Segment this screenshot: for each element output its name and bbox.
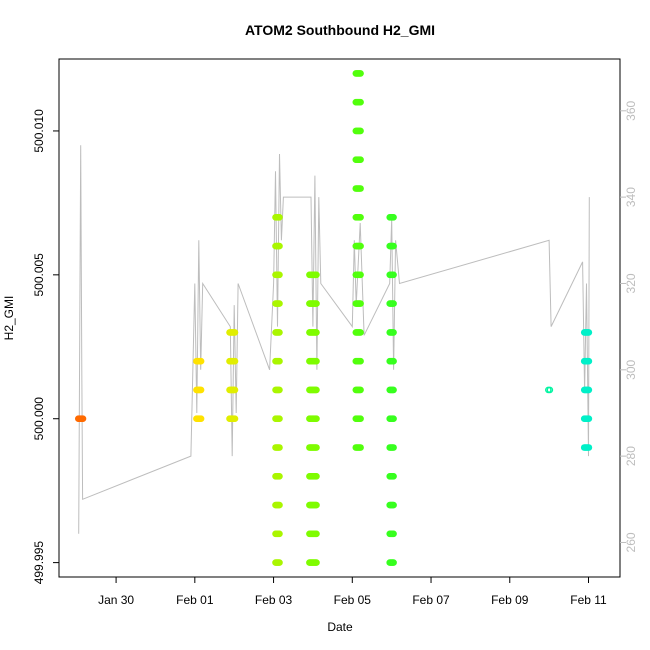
y-tick-label: 500.010 — [32, 109, 46, 153]
data-point — [390, 357, 397, 365]
data-point — [390, 530, 397, 538]
data-point — [390, 559, 397, 566]
x-axis: Jan 30 Feb 01 Feb 03 Feb 05 Feb 07 Feb 09 Feb … — [98, 577, 607, 607]
y-tick-label: 499.995 — [32, 541, 46, 585]
x-tick-label: Jan 30 — [98, 593, 134, 607]
data-point — [313, 472, 320, 480]
data-point — [357, 300, 364, 307]
y-axis-label: H2_GMI — [2, 296, 16, 341]
data-point — [546, 386, 554, 394]
trace-line — [78, 145, 590, 534]
data-point — [390, 300, 397, 307]
data-point — [231, 329, 239, 336]
points-layer — [75, 70, 593, 566]
y-tick-label: 500.005 — [32, 253, 46, 297]
x-tick-label: Feb 09 — [491, 593, 529, 607]
data-point — [357, 415, 364, 423]
y2-tick-label: 260 — [624, 532, 638, 552]
data-point — [276, 386, 283, 394]
data-point — [313, 501, 320, 509]
data-point — [79, 415, 87, 423]
data-point — [276, 213, 283, 221]
data-point — [231, 386, 239, 394]
y2-tick-label: 360 — [624, 100, 638, 120]
data-point — [197, 386, 205, 394]
data-point — [357, 213, 364, 221]
data-point — [357, 70, 364, 77]
y2-tick-label: 340 — [624, 187, 638, 207]
data-point — [357, 271, 364, 279]
data-point — [276, 242, 283, 250]
data-point — [357, 98, 364, 106]
data-point — [276, 300, 283, 307]
data-point — [585, 329, 593, 336]
data-point — [276, 271, 283, 279]
data-point — [357, 444, 364, 451]
data-point — [231, 415, 239, 423]
data-point — [585, 415, 593, 423]
x-tick-label: Feb 01 — [176, 593, 214, 607]
x-tick-label: Feb 11 — [570, 593, 607, 607]
y2-tick-label: 320 — [624, 273, 638, 293]
y2-tick-label: 300 — [624, 359, 638, 379]
data-point — [357, 156, 364, 163]
x-tick-label: Feb 05 — [334, 593, 372, 607]
data-point — [390, 329, 397, 336]
data-point — [390, 271, 397, 279]
data-point — [313, 444, 320, 451]
data-point — [390, 386, 397, 394]
data-point — [313, 386, 320, 394]
data-point — [276, 472, 283, 480]
data-point — [313, 357, 320, 365]
data-point — [390, 472, 397, 480]
plot-frame — [58, 58, 621, 578]
data-point — [313, 329, 320, 336]
data-point — [276, 444, 283, 451]
x-axis-label: Date — [327, 620, 353, 634]
data-point — [313, 530, 320, 538]
data-point — [313, 300, 320, 307]
x-tick-label: Feb 07 — [412, 593, 450, 607]
data-point — [357, 185, 364, 192]
data-point — [313, 271, 320, 279]
data-point — [357, 242, 364, 250]
x-tick-label: Feb 03 — [255, 593, 293, 607]
data-point — [585, 386, 593, 394]
data-point — [357, 127, 364, 135]
data-point — [313, 559, 320, 566]
data-point — [276, 329, 283, 336]
data-point — [357, 386, 364, 394]
data-point — [197, 415, 205, 423]
data-point — [276, 501, 283, 509]
data-point — [390, 415, 397, 423]
y-axis: 499.995 500.000 500.005 500.010 — [32, 109, 59, 584]
data-point — [276, 357, 283, 365]
data-point — [313, 415, 320, 423]
data-point — [276, 415, 283, 423]
chart-title: ATOM2 Southbound H2_GMI — [245, 22, 435, 38]
data-point — [197, 357, 205, 365]
data-point — [390, 242, 397, 250]
data-point — [357, 329, 364, 336]
data-point — [276, 559, 283, 566]
data-point — [357, 357, 364, 365]
data-point — [231, 357, 239, 365]
data-point — [276, 530, 283, 538]
y2-axis: 260 280 300 320 340 360 — [620, 100, 638, 552]
trace-layer — [78, 145, 590, 534]
y2-tick-label: 280 — [624, 446, 638, 466]
data-point — [585, 444, 593, 451]
data-point — [390, 213, 397, 221]
y-tick-label: 500.000 — [32, 397, 46, 441]
data-point — [390, 444, 397, 451]
data-point — [390, 501, 397, 509]
data-point — [585, 357, 593, 365]
